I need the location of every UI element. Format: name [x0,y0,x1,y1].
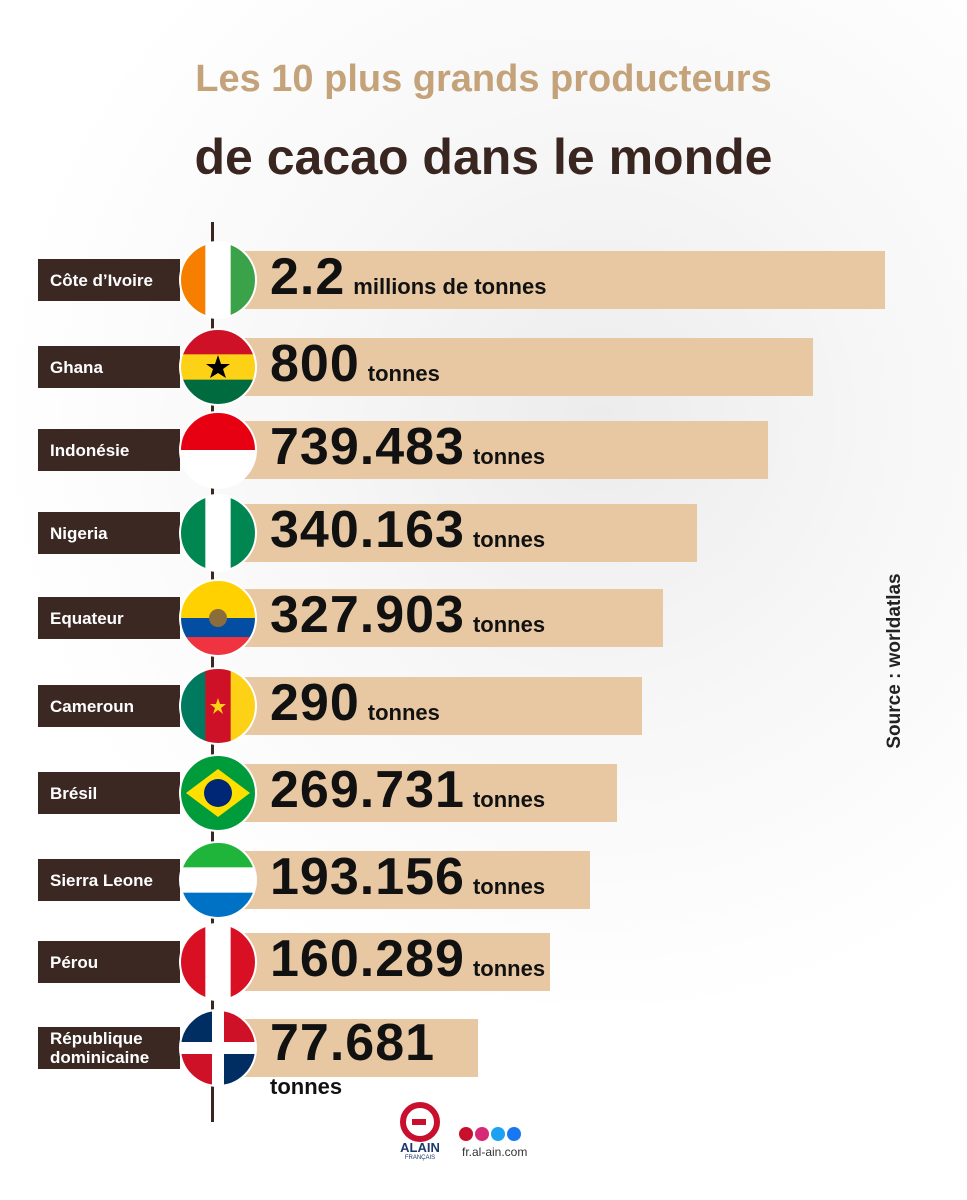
flag [179,923,257,1001]
flag-body [180,755,256,831]
emblem [209,609,227,627]
flag [179,841,257,919]
flag-ring [179,667,257,745]
flag-ring [179,579,257,657]
stripe [180,580,256,600]
unit: tonnes [472,787,546,812]
bar [238,851,590,909]
title: Les 10 plus grands producteurs [195,58,772,100]
value-group: 290 tonnes [270,674,440,732]
flag [179,667,257,745]
unit: tonnes [472,444,546,469]
bar [238,338,813,396]
bar [238,677,642,735]
site: fr.al-ain.com [462,1145,528,1159]
flag [179,328,257,406]
flag-ring [179,754,257,832]
title: de cacao dans le monde [194,129,773,185]
value-group: 340.163 tonnes [270,501,545,559]
flag [179,1009,257,1087]
unit: tonnes [472,874,546,899]
country-label: Sierra Leone [38,859,180,901]
value: 800 [270,335,360,393]
flag-ring [179,328,257,406]
bar [238,251,885,309]
stripe [180,637,256,656]
value: 327.903 [270,586,465,644]
stripe [180,867,256,894]
flag-body [180,242,256,318]
value-group: 327.903 tonnes [270,586,545,644]
bar [238,504,697,562]
flag [179,579,257,657]
bar [238,421,768,479]
globe [204,779,232,807]
logo-sub: FRANÇAIS [404,1155,436,1161]
flag [179,241,257,319]
value: 739.483 [270,418,465,476]
unit: tonnes [472,527,546,552]
bar [238,764,617,822]
value-group: 739.483 tonnes [270,418,545,476]
bar [238,589,663,647]
flag-body [180,1010,256,1086]
value-group: 800 tonnes [270,335,440,393]
value: 290 [270,674,360,732]
value-group: 160.289 tonnes [270,930,545,988]
star [206,355,230,378]
value: 77.681 [270,1014,436,1072]
star [210,698,226,714]
value-group: 2.2 millions de tonnes [270,248,546,306]
stripe [205,924,232,1000]
cross [180,1042,256,1054]
value-group: 193.156 tonnes [270,848,545,906]
value: 193.156 [270,848,465,906]
social-icons [459,1127,521,1141]
country-label: Brésil [38,772,180,814]
stripe [205,242,232,318]
flag-ring [179,923,257,1001]
logo-icon [400,1102,440,1142]
flag-ring [179,1009,257,1087]
logo: ALAIN [400,1140,440,1155]
unit: tonnes [367,361,440,386]
value-group: 269.731 tonnes [270,761,545,819]
source: Source : worldatlas [884,573,905,749]
flag [179,754,257,832]
value: 2.2 [270,248,346,306]
unit: millions de tonnes [353,274,547,299]
bar [238,933,550,991]
unit: tonnes [472,612,546,637]
stripe [180,412,256,451]
country-label: Ghana [38,346,180,388]
country-label: Nigeria [38,512,180,554]
country-label: Equateur [38,597,180,639]
value: 269.731 [270,761,465,819]
unit: tonnes [367,700,440,725]
stripe [205,495,232,571]
stripe [180,618,256,638]
country-label: Côte d’Ivoire [38,259,180,301]
flag-ring [179,841,257,919]
flag-ring [179,241,257,319]
flag-ring [179,494,257,572]
country-label: Cameroun [38,685,180,727]
flag-body [180,668,256,744]
country-label: Pérou [38,941,180,983]
value: 160.289 [270,930,465,988]
unit: tonnes [270,1074,343,1099]
flag-ring [179,411,257,489]
country-label: Indonésie [38,429,180,471]
bar [238,1019,478,1077]
country-label: République dominicaine [38,1027,180,1069]
value: 340.163 [270,501,465,559]
stripe [180,450,256,488]
flag [179,411,257,489]
unit: tonnes [472,956,546,981]
flag [179,494,257,572]
value-group: 77.681 tonnes [270,1014,435,1100]
